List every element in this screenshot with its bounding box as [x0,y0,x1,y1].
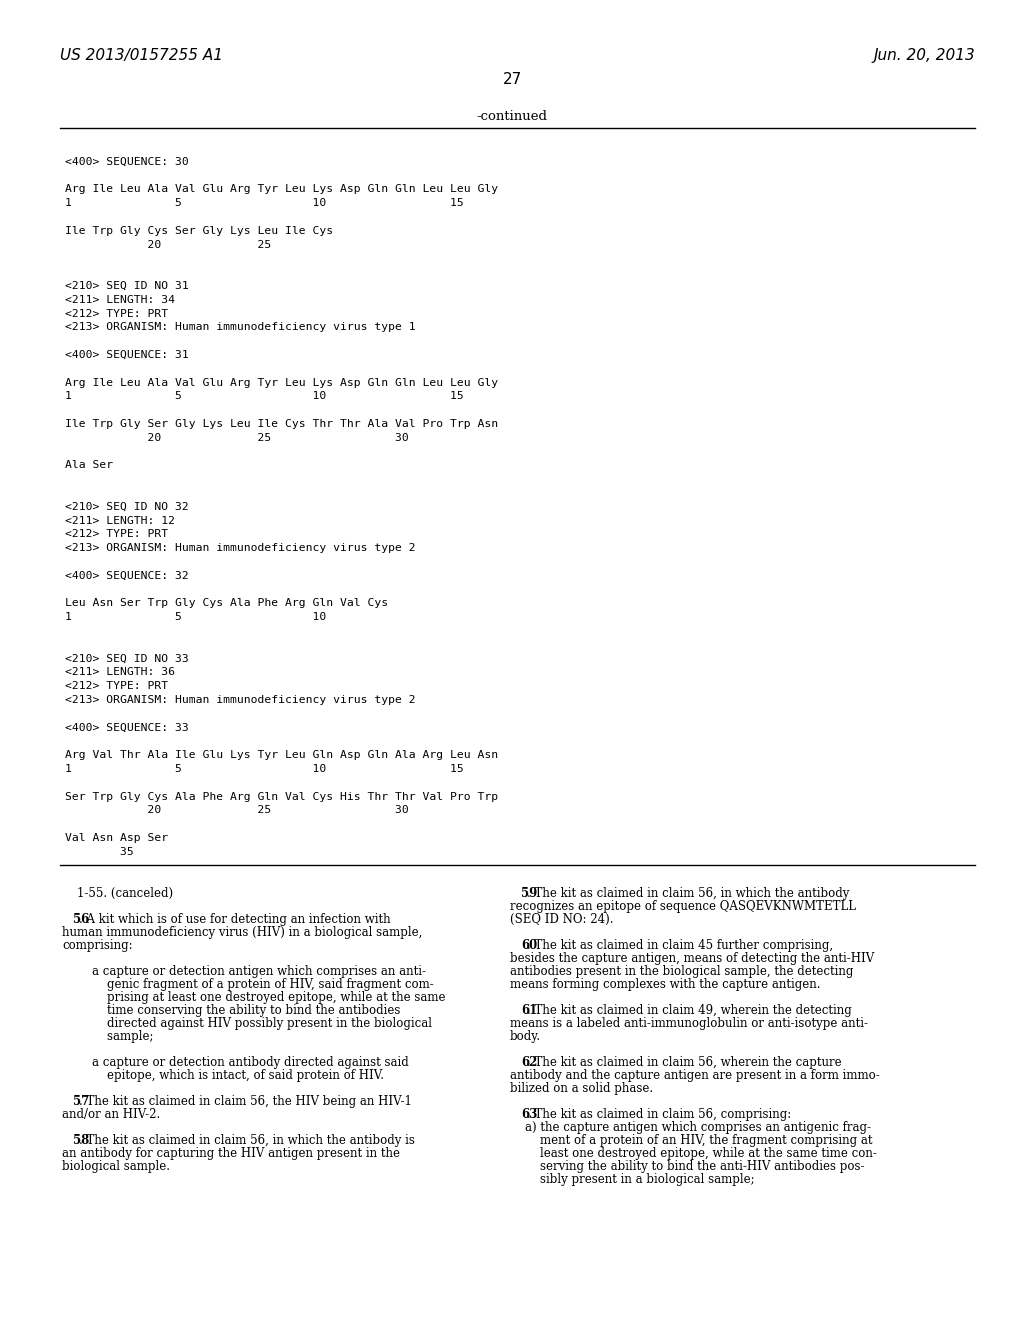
Text: Val Asn Asp Ser: Val Asn Asp Ser [65,833,168,843]
Text: genic fragment of a protein of HIV, said fragment com-: genic fragment of a protein of HIV, said… [62,978,434,990]
Text: . The kit as claimed in claim 56, wherein the capture: . The kit as claimed in claim 56, wherei… [526,1056,842,1069]
Text: <212> TYPE: PRT: <212> TYPE: PRT [65,309,168,318]
Text: <210> SEQ ID NO 31: <210> SEQ ID NO 31 [65,281,188,290]
Text: . A kit which is of use for detecting an infection with: . A kit which is of use for detecting an… [79,912,390,925]
Text: . The kit as claimed in claim 56, comprising:: . The kit as claimed in claim 56, compri… [526,1107,792,1121]
Text: 20              25                  30: 20 25 30 [65,805,409,816]
Text: Arg Ile Leu Ala Val Glu Arg Tyr Leu Lys Asp Gln Gln Leu Leu Gly: Arg Ile Leu Ala Val Glu Arg Tyr Leu Lys … [65,185,498,194]
Text: (SEQ ID NO: 24).: (SEQ ID NO: 24). [510,912,613,925]
Text: Arg Ile Leu Ala Val Glu Arg Tyr Leu Lys Asp Gln Gln Leu Leu Gly: Arg Ile Leu Ala Val Glu Arg Tyr Leu Lys … [65,378,498,388]
Text: a) the capture antigen which comprises an antigenic frag-: a) the capture antigen which comprises a… [510,1121,871,1134]
Text: time conserving the ability to bind the antibodies: time conserving the ability to bind the … [62,1003,400,1016]
Text: serving the ability to bind the anti-HIV antibodies pos-: serving the ability to bind the anti-HIV… [510,1159,864,1172]
Text: 59: 59 [521,887,538,900]
Text: 1-55. (canceled): 1-55. (canceled) [62,887,173,900]
Text: directed against HIV possibly present in the biological: directed against HIV possibly present in… [62,1016,432,1030]
Text: 58: 58 [74,1134,89,1147]
Text: besides the capture antigen, means of detecting the anti-HIV: besides the capture antigen, means of de… [510,952,874,965]
Text: <213> ORGANISM: Human immunodeficiency virus type 2: <213> ORGANISM: Human immunodeficiency v… [65,696,416,705]
Text: . The kit as claimed in claim 56, the HIV being an HIV-1: . The kit as claimed in claim 56, the HI… [79,1094,412,1107]
Text: -continued: -continued [476,110,548,123]
Text: comprising:: comprising: [62,939,133,952]
Text: 1               5                   10                  15: 1 5 10 15 [65,764,464,774]
Text: 63: 63 [521,1107,538,1121]
Text: means forming complexes with the capture antigen.: means forming complexes with the capture… [510,978,820,990]
Text: sibly present in a biological sample;: sibly present in a biological sample; [510,1172,755,1185]
Text: 1               5                   10: 1 5 10 [65,612,327,622]
Text: recognizes an epitope of sequence QASQEVKNWMTETLL: recognizes an epitope of sequence QASQEV… [510,900,856,912]
Text: <400> SEQUENCE: 30: <400> SEQUENCE: 30 [65,157,188,166]
Text: . The kit as claimed in claim 49, wherein the detecting: . The kit as claimed in claim 49, wherei… [526,1003,852,1016]
Text: 61: 61 [521,1003,538,1016]
Text: US 2013/0157255 A1: US 2013/0157255 A1 [60,48,223,63]
Text: body.: body. [510,1030,541,1043]
Text: a capture or detection antibody directed against said: a capture or detection antibody directed… [62,1056,409,1069]
Text: ment of a protein of an HIV, the fragment comprising at: ment of a protein of an HIV, the fragmen… [510,1134,872,1147]
Text: 1               5                   10                  15: 1 5 10 15 [65,392,464,401]
Text: <212> TYPE: PRT: <212> TYPE: PRT [65,681,168,692]
Text: <211> LENGTH: 36: <211> LENGTH: 36 [65,668,175,677]
Text: 56: 56 [74,912,89,925]
Text: 60: 60 [521,939,538,952]
Text: . The kit as claimed in claim 56, in which the antibody is: . The kit as claimed in claim 56, in whi… [79,1134,415,1147]
Text: Jun. 20, 2013: Jun. 20, 2013 [873,48,975,63]
Text: means is a labeled anti-immunoglobulin or anti-isotype anti-: means is a labeled anti-immunoglobulin o… [510,1016,868,1030]
Text: <400> SEQUENCE: 32: <400> SEQUENCE: 32 [65,570,188,581]
Text: 1               5                   10                  15: 1 5 10 15 [65,198,464,209]
Text: a capture or detection antigen which comprises an anti-: a capture or detection antigen which com… [62,965,426,978]
Text: <210> SEQ ID NO 33: <210> SEQ ID NO 33 [65,653,188,664]
Text: <210> SEQ ID NO 32: <210> SEQ ID NO 32 [65,502,188,512]
Text: . The kit as claimed in claim 56, in which the antibody: . The kit as claimed in claim 56, in whi… [526,887,849,900]
Text: 57: 57 [74,1094,89,1107]
Text: 20              25                  30: 20 25 30 [65,433,409,442]
Text: biological sample.: biological sample. [62,1159,170,1172]
Text: sample;: sample; [62,1030,154,1043]
Text: <400> SEQUENCE: 33: <400> SEQUENCE: 33 [65,722,188,733]
Text: Ile Trp Gly Cys Ser Gly Lys Leu Ile Cys: Ile Trp Gly Cys Ser Gly Lys Leu Ile Cys [65,226,333,236]
Text: least one destroyed epitope, while at the same time con-: least one destroyed epitope, while at th… [510,1147,877,1159]
Text: and/or an HIV-2.: and/or an HIV-2. [62,1107,160,1121]
Text: <400> SEQUENCE: 31: <400> SEQUENCE: 31 [65,350,188,360]
Text: 20              25: 20 25 [65,240,271,249]
Text: Ser Trp Gly Cys Ala Phe Arg Gln Val Cys His Thr Thr Val Pro Trp: Ser Trp Gly Cys Ala Phe Arg Gln Val Cys … [65,792,498,801]
Text: human immunodeficiency virus (HIV) in a biological sample,: human immunodeficiency virus (HIV) in a … [62,925,422,939]
Text: Ile Trp Gly Ser Gly Lys Leu Ile Cys Thr Thr Ala Val Pro Trp Asn: Ile Trp Gly Ser Gly Lys Leu Ile Cys Thr … [65,418,498,429]
Text: <213> ORGANISM: Human immunodeficiency virus type 2: <213> ORGANISM: Human immunodeficiency v… [65,544,416,553]
Text: <211> LENGTH: 12: <211> LENGTH: 12 [65,516,175,525]
Text: antibodies present in the biological sample, the detecting: antibodies present in the biological sam… [510,965,853,978]
Text: 35: 35 [65,847,134,857]
Text: 62: 62 [521,1056,538,1069]
Text: <213> ORGANISM: Human immunodeficiency virus type 1: <213> ORGANISM: Human immunodeficiency v… [65,322,416,333]
Text: epitope, which is intact, of said protein of HIV.: epitope, which is intact, of said protei… [62,1069,384,1081]
Text: bilized on a solid phase.: bilized on a solid phase. [510,1081,653,1094]
Text: <212> TYPE: PRT: <212> TYPE: PRT [65,529,168,540]
Text: <211> LENGTH: 34: <211> LENGTH: 34 [65,294,175,305]
Text: an antibody for capturing the HIV antigen present in the: an antibody for capturing the HIV antige… [62,1147,400,1159]
Text: Ala Ser: Ala Ser [65,461,113,470]
Text: antibody and the capture antigen are present in a form immo-: antibody and the capture antigen are pre… [510,1069,880,1081]
Text: . The kit as claimed in claim 45 further comprising,: . The kit as claimed in claim 45 further… [526,939,833,952]
Text: Leu Asn Ser Trp Gly Cys Ala Phe Arg Gln Val Cys: Leu Asn Ser Trp Gly Cys Ala Phe Arg Gln … [65,598,388,609]
Text: 27: 27 [503,73,521,87]
Text: prising at least one destroyed epitope, while at the same: prising at least one destroyed epitope, … [62,990,445,1003]
Text: Arg Val Thr Ala Ile Glu Lys Tyr Leu Gln Asp Gln Ala Arg Leu Asn: Arg Val Thr Ala Ile Glu Lys Tyr Leu Gln … [65,750,498,760]
